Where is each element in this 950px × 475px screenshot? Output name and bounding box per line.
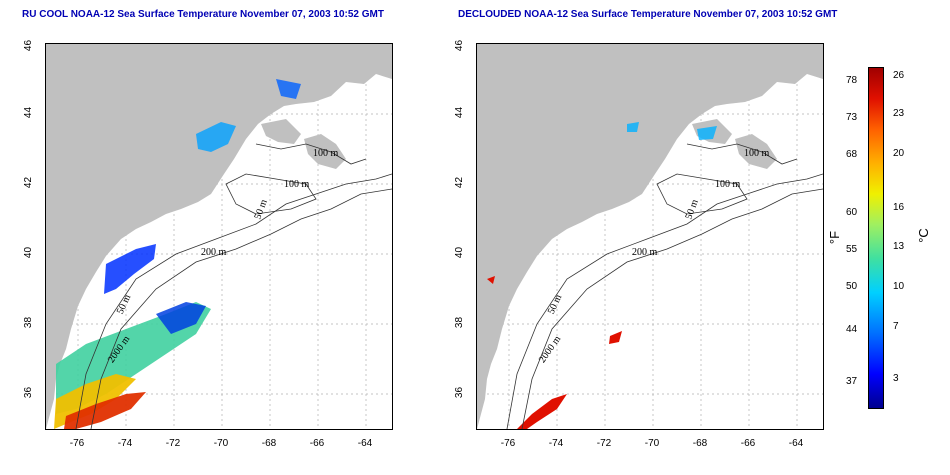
left-map-canvas [46,44,392,429]
left-sst-map: 100 m 100 m 50 m 200 m 50 m 2000 m [45,43,393,430]
right-map-canvas [477,44,823,429]
right-lon-tick: -76 [500,438,516,449]
sst-cold-region [697,126,717,140]
celsius-tick: 16 [893,202,905,213]
contour-label: 100 m [715,179,741,190]
left-lon-tick: -72 [165,438,181,449]
sst-cold-region [104,244,156,294]
celsius-unit-label: °C [915,228,931,243]
left-lat-tick: 44 [23,106,35,119]
contour-label: 200 m [201,247,227,258]
contour-label: 200 m [632,247,658,258]
fahrenheit-tick: 60 [846,207,858,218]
celsius-tick: 26 [893,70,905,81]
celsius-tick: 23 [893,108,905,119]
left-lat-tick: 36 [23,386,35,399]
left-lon-tick: -64 [357,438,373,449]
right-lon-tick: -74 [548,438,564,449]
left-lat-tick: 46 [23,39,35,52]
right-lon-tick: -64 [788,438,804,449]
land-mass [477,44,823,429]
fahrenheit-tick: 44 [846,324,858,335]
left-lon-tick: -70 [213,438,229,449]
fahrenheit-tick: 37 [846,376,858,387]
right-lat-tick: 36 [454,386,466,399]
left-lon-tick: -74 [117,438,133,449]
contour-label: 100 m [284,179,310,190]
right-sst-map: 100 m 100 m 50 m 200 m 50 m 2000 m [476,43,824,430]
celsius-tick: 3 [893,373,899,384]
fahrenheit-tick: 68 [846,149,858,160]
right-lat-tick: 42 [454,176,466,189]
contour-label: 100 m [744,148,770,159]
land-mass [46,44,392,429]
fahrenheit-unit-label: °F [827,230,843,245]
right-lat-tick: 46 [454,39,466,52]
fahrenheit-tick: 55 [846,244,858,255]
temperature-colorbar [868,67,884,409]
left-lon-tick: -66 [309,438,325,449]
right-lon-tick: -66 [740,438,756,449]
celsius-tick: 7 [893,321,899,332]
celsius-tick: 20 [893,148,905,159]
celsius-tick: 13 [893,241,905,252]
fahrenheit-tick: 50 [846,281,858,292]
left-lon-tick: -68 [261,438,277,449]
celsius-tick: 10 [893,281,905,292]
right-lon-tick: -68 [692,438,708,449]
left-lat-tick: 42 [23,176,35,189]
right-map-title: DECLOUDED NOAA-12 Sea Surface Temperatur… [458,9,838,20]
fahrenheit-tick: 73 [846,112,858,123]
left-map-title: RU COOL NOAA-12 Sea Surface Temperature … [22,9,384,20]
left-lat-tick: 38 [23,316,35,329]
right-lon-tick: -72 [596,438,612,449]
left-lat-tick: 40 [23,246,35,259]
right-lon-tick: -70 [644,438,660,449]
right-lat-tick: 40 [454,246,466,259]
sst-warm-region [517,394,567,429]
contour-label: 100 m [313,148,339,159]
fahrenheit-tick: 78 [846,75,858,86]
right-lat-tick: 38 [454,316,466,329]
right-lat-tick: 44 [454,106,466,119]
left-lon-tick: -76 [69,438,85,449]
